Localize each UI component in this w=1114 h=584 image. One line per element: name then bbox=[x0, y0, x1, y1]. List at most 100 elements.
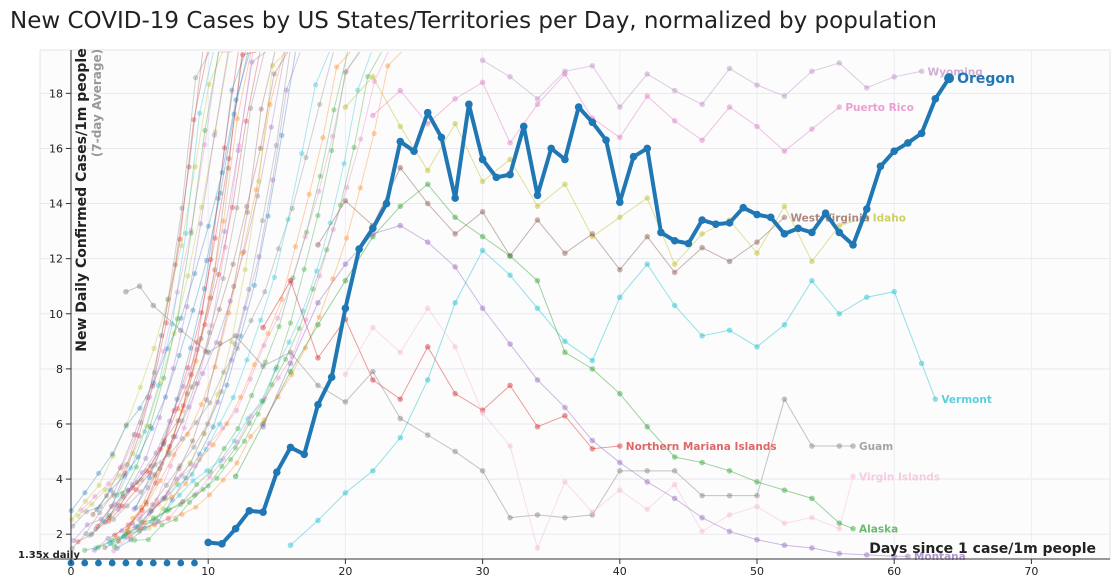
background-series-point bbox=[124, 526, 131, 532]
series-point bbox=[479, 407, 486, 414]
background-series-line bbox=[135, 51, 247, 509]
highlight-series-point bbox=[300, 450, 309, 459]
background-series-line bbox=[127, 51, 252, 530]
highlight-series-point bbox=[231, 524, 240, 533]
background-series-point bbox=[248, 105, 254, 111]
background-series-point bbox=[75, 539, 81, 545]
series-point bbox=[452, 120, 458, 127]
background-series-point bbox=[275, 375, 282, 381]
highlight-series-point bbox=[273, 468, 281, 477]
background-series-point bbox=[329, 147, 335, 154]
series-point bbox=[534, 305, 541, 312]
series-point bbox=[863, 552, 870, 558]
background-series-point bbox=[351, 144, 357, 150]
series-point bbox=[397, 203, 404, 210]
background-series-point bbox=[261, 417, 267, 423]
background-series-point bbox=[158, 332, 165, 339]
series-point bbox=[726, 65, 733, 72]
background-series-point bbox=[195, 380, 201, 387]
background-series-point bbox=[130, 515, 136, 521]
series-point bbox=[836, 550, 843, 557]
series-point bbox=[644, 261, 651, 267]
background-series-point bbox=[251, 362, 257, 368]
background-series-point bbox=[249, 59, 255, 65]
background-series-line bbox=[108, 51, 261, 522]
background-series-point bbox=[156, 415, 163, 421]
background-series-point bbox=[205, 421, 211, 427]
series-point bbox=[644, 506, 651, 513]
background-series-point bbox=[161, 348, 167, 354]
background-series-point bbox=[192, 270, 198, 277]
series-point bbox=[836, 104, 843, 110]
background-series-point bbox=[165, 296, 171, 302]
background-series-point bbox=[226, 310, 232, 316]
background-series-point bbox=[221, 145, 228, 151]
background-series-point bbox=[167, 463, 174, 469]
background-series-point bbox=[211, 132, 218, 138]
highlight-series-point bbox=[835, 228, 844, 237]
series-point bbox=[452, 231, 458, 237]
background-series-point bbox=[288, 280, 295, 286]
highlight-series-point bbox=[451, 194, 459, 202]
background-series-point bbox=[197, 110, 203, 116]
series-point bbox=[452, 299, 458, 306]
y-tick-label: 8 bbox=[56, 363, 63, 376]
series-point bbox=[617, 468, 623, 474]
background-series-point bbox=[316, 188, 322, 194]
background-series-point bbox=[150, 501, 156, 508]
background-series-point bbox=[185, 431, 191, 437]
background-series-point bbox=[274, 364, 280, 370]
background-series-point bbox=[151, 369, 158, 376]
series-point bbox=[424, 181, 431, 188]
background-series-point bbox=[109, 537, 115, 543]
series-label: Northern Mariana Islands bbox=[626, 441, 777, 453]
highlight-series-point bbox=[670, 236, 679, 245]
highlight-series-point bbox=[465, 100, 473, 109]
background-series-point bbox=[142, 428, 148, 435]
background-series-point bbox=[172, 262, 178, 268]
series-point bbox=[850, 525, 856, 532]
background-series-point bbox=[159, 522, 165, 528]
highlight-series-point bbox=[931, 95, 940, 103]
background-series-point bbox=[193, 381, 199, 387]
background-series-point bbox=[220, 477, 226, 483]
background-series-line bbox=[140, 51, 361, 517]
background-series-point bbox=[109, 451, 116, 457]
series-label: Idaho bbox=[873, 212, 906, 224]
series-point bbox=[726, 104, 733, 110]
background-series-point bbox=[246, 286, 252, 292]
x-tick-label: 0 bbox=[68, 565, 75, 578]
series-point bbox=[397, 434, 404, 441]
series-point bbox=[617, 266, 623, 273]
background-series-point bbox=[331, 107, 337, 113]
series-point bbox=[507, 272, 513, 278]
background-series-point bbox=[105, 535, 111, 541]
background-series-point bbox=[89, 501, 95, 507]
highlight-series-label: Oregon bbox=[957, 71, 1015, 87]
highlight-series-point bbox=[355, 245, 363, 253]
background-series-point bbox=[181, 425, 187, 431]
highlight-series-point bbox=[821, 209, 830, 217]
background-series-line bbox=[148, 51, 287, 529]
background-series-point bbox=[179, 205, 185, 211]
background-series-point bbox=[147, 394, 153, 400]
background-series-point bbox=[131, 432, 137, 438]
background-series-point bbox=[241, 249, 247, 255]
background-series-point bbox=[242, 267, 248, 273]
background-series-point bbox=[279, 296, 285, 302]
background-series-line bbox=[104, 51, 243, 548]
background-series-point bbox=[133, 487, 139, 493]
background-series-point bbox=[213, 339, 220, 346]
highlight-series-point bbox=[245, 506, 254, 515]
background-series-point bbox=[201, 286, 208, 292]
background-series-point bbox=[179, 472, 185, 479]
x-tick-label: 50 bbox=[750, 565, 764, 578]
series-point bbox=[809, 258, 815, 265]
background-series-point bbox=[102, 544, 108, 551]
background-series-point bbox=[185, 365, 191, 371]
background-series-point bbox=[138, 525, 144, 531]
series-point bbox=[315, 321, 321, 328]
background-series-point bbox=[184, 391, 190, 397]
background-series-point bbox=[203, 446, 209, 452]
background-series-point bbox=[116, 538, 122, 544]
